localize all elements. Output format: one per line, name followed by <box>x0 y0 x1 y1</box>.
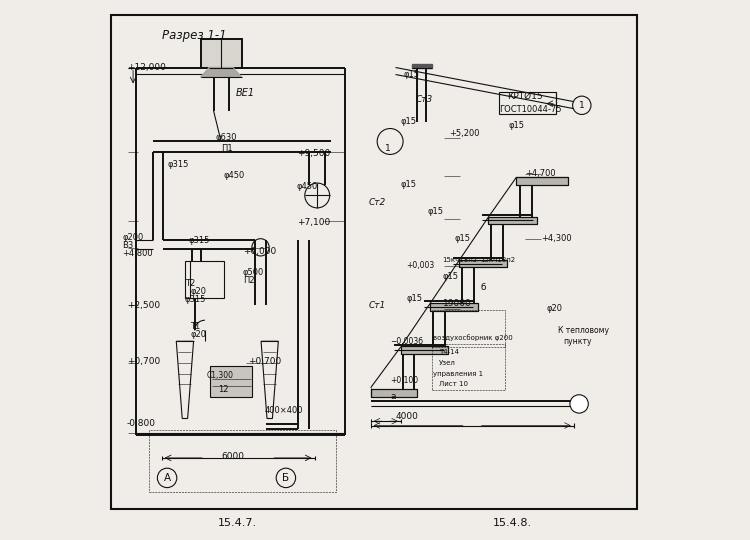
Text: φ20: φ20 <box>190 287 206 296</box>
Circle shape <box>570 395 588 413</box>
Bar <box>401 346 448 354</box>
Text: 15кч18п2: 15кч18п2 <box>442 257 478 264</box>
Circle shape <box>573 96 591 114</box>
Text: П2: П2 <box>243 276 254 285</box>
Text: φ315: φ315 <box>167 160 188 169</box>
Text: +0,100: +0,100 <box>390 376 418 385</box>
Text: +4,300: +4,300 <box>542 234 572 243</box>
Polygon shape <box>412 64 432 68</box>
Text: К тепловому: К тепловому <box>557 326 608 335</box>
Text: +6,000: +6,000 <box>243 247 276 255</box>
Text: φ15: φ15 <box>401 180 417 189</box>
Text: φ15: φ15 <box>401 117 417 126</box>
Text: 12: 12 <box>218 386 229 394</box>
Bar <box>432 310 505 347</box>
Text: пункту: пункту <box>563 337 592 346</box>
Bar <box>210 366 253 397</box>
Bar <box>430 303 478 310</box>
Text: +2,500: +2,500 <box>127 301 160 309</box>
Text: 19000: 19000 <box>442 299 471 308</box>
Text: φ500: φ500 <box>243 268 264 277</box>
Text: а: а <box>390 393 395 401</box>
Text: +0,700: +0,700 <box>127 357 160 366</box>
Text: φ15: φ15 <box>442 272 458 281</box>
Text: П1: П1 <box>221 144 232 153</box>
Text: 400×400: 400×400 <box>264 406 303 415</box>
Text: воздухосборник φ200: воздухосборник φ200 <box>433 334 513 341</box>
Text: φ450: φ450 <box>297 182 318 191</box>
Bar <box>500 92 556 114</box>
Text: 15.4.7.: 15.4.7. <box>217 518 256 528</box>
Text: +9,500: +9,500 <box>297 150 330 158</box>
Text: +4,700: +4,700 <box>525 170 556 178</box>
Text: В3: В3 <box>122 241 134 250</box>
Text: φ200: φ200 <box>122 233 143 242</box>
Text: б: б <box>480 283 486 292</box>
Text: Ст1: Ст1 <box>368 301 386 309</box>
Text: Т2: Т2 <box>185 279 195 288</box>
Text: Ст3: Ст3 <box>416 96 433 104</box>
Polygon shape <box>200 68 242 77</box>
Text: Ст2: Ст2 <box>368 198 386 207</box>
Text: φ630: φ630 <box>216 133 237 142</box>
Text: φ315: φ315 <box>189 236 210 245</box>
Text: φ15: φ15 <box>406 294 422 302</box>
Bar <box>149 430 335 492</box>
Text: +4,800: +4,800 <box>122 249 153 258</box>
Text: φ15: φ15 <box>428 207 444 216</box>
Text: Т1: Т1 <box>190 322 200 331</box>
Text: Разрез 1-1: Разрез 1-1 <box>162 29 226 42</box>
Bar <box>370 389 417 397</box>
Text: φ15: φ15 <box>404 70 419 79</box>
Text: +5,200: +5,200 <box>449 130 480 138</box>
Text: Б: Б <box>282 473 290 483</box>
Text: 15кч18п2: 15кч18п2 <box>480 257 515 264</box>
Text: Лист 10: Лист 10 <box>439 381 468 388</box>
Text: управления 1: управления 1 <box>433 370 484 377</box>
Text: +0,700: +0,700 <box>248 357 281 366</box>
Text: С1,300: С1,300 <box>206 371 233 380</box>
Bar <box>488 217 537 224</box>
Text: φ20: φ20 <box>190 330 206 339</box>
Bar <box>200 39 242 68</box>
Text: Т4-14: Т4-14 <box>439 349 459 355</box>
Text: −0,003б: −0,003б <box>390 337 423 346</box>
Text: φ15: φ15 <box>455 234 471 243</box>
Text: φ315: φ315 <box>185 295 206 304</box>
Text: 15.4.8.: 15.4.8. <box>494 518 532 528</box>
Text: 1: 1 <box>579 101 585 110</box>
Bar <box>517 177 568 185</box>
Text: +12,000: +12,000 <box>127 63 166 72</box>
Text: φ20: φ20 <box>547 305 562 313</box>
Text: -0,800: -0,800 <box>127 420 155 428</box>
Text: BE1: BE1 <box>236 88 255 98</box>
Bar <box>459 260 507 267</box>
Text: А: А <box>164 473 171 483</box>
Text: 6000: 6000 <box>221 452 244 461</box>
Text: Узел: Узел <box>439 360 455 366</box>
Text: ГОСТ10044-75: ГОСТ10044-75 <box>500 105 562 113</box>
Text: КРТØ15: КРТØ15 <box>507 92 543 100</box>
Text: φ15: φ15 <box>509 121 525 130</box>
Text: 1: 1 <box>385 144 391 153</box>
Bar <box>185 261 224 298</box>
Text: +7,100: +7,100 <box>297 218 330 227</box>
Bar <box>432 344 505 390</box>
Text: +0,003: +0,003 <box>406 261 434 270</box>
Circle shape <box>377 129 403 154</box>
Text: 4000: 4000 <box>395 413 418 421</box>
Text: φ450: φ450 <box>224 171 245 180</box>
